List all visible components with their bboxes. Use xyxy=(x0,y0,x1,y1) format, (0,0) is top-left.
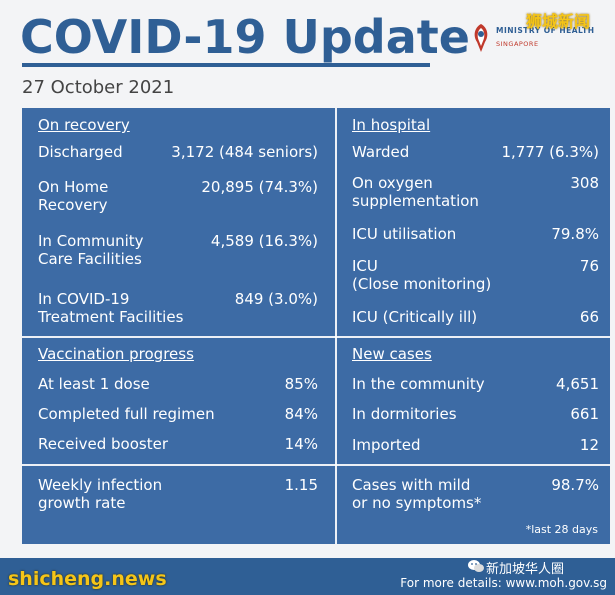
new-cases-label-dormitories: In dormitories xyxy=(352,405,457,423)
section-divider-1 xyxy=(22,336,610,338)
growth-value: 1.15 xyxy=(284,476,318,494)
stats-panel: On recovery Discharged 3,172 (484 senior… xyxy=(22,108,610,544)
footer-details: For more details: www.moh.gov.sg xyxy=(400,576,607,590)
vaccination-label-one-dose: At least 1 dose xyxy=(38,375,150,393)
vaccination-label-full: Completed full regimen xyxy=(38,405,215,423)
hospital-label-oxygen: On oxygen supplementation xyxy=(352,174,479,210)
new-cases-value-imported: 12 xyxy=(579,436,599,454)
recovery-value-treatment: 849 (3.0%) xyxy=(234,290,318,308)
vaccination-heading: Vaccination progress xyxy=(38,345,194,363)
column-divider xyxy=(335,108,337,544)
growth-label: Weekly infection growth rate xyxy=(38,476,163,512)
title-underline xyxy=(22,63,430,67)
account-watermark: 新加坡华人圈 xyxy=(486,562,565,577)
hospital-label-warded: Warded xyxy=(352,143,410,161)
hospital-label-icu-critical: ICU (Critically ill) xyxy=(352,308,478,326)
new-cases-section: New cases In the community 4,651 In dorm… xyxy=(351,338,599,463)
hospital-value-warded: 1,777 (6.3%) xyxy=(501,143,599,161)
vaccination-value-booster: 14% xyxy=(284,435,318,453)
corner-watermark: 狮城新闻 xyxy=(526,12,591,31)
new-cases-label-community: In the community xyxy=(352,375,485,393)
footnote: *last 28 days xyxy=(525,523,598,536)
recovery-section: On recovery Discharged 3,172 (484 senior… xyxy=(36,108,318,338)
footer-bar xyxy=(0,558,615,595)
recovery-value-community: 4,589 (16.3%) xyxy=(210,232,318,250)
vaccination-value-full: 84% xyxy=(284,405,318,423)
recovery-heading: On recovery xyxy=(38,116,130,134)
mild-value: 98.7% xyxy=(551,476,599,494)
hospital-value-icu-critical: 66 xyxy=(579,308,599,326)
hospital-heading: In hospital xyxy=(352,116,431,134)
vaccination-label-booster: Received booster xyxy=(38,435,168,453)
recovery-label-community: In Community Care Facilities xyxy=(38,232,144,268)
mild-section: Cases with mild or no symptoms* 98.7% xyxy=(351,466,599,544)
new-cases-label-imported: Imported xyxy=(352,436,421,454)
hospital-value-icu-close: 76 xyxy=(579,257,599,275)
update-date: 27 October 2021 xyxy=(22,77,175,98)
hospital-section: In hospital Warded 1,777 (6.3%) On oxyge… xyxy=(351,108,599,338)
new-cases-value-community: 4,651 xyxy=(556,375,599,393)
recovery-value-discharged: 3,172 (484 seniors) xyxy=(171,143,318,161)
recovery-label-treatment: In COVID-19 Treatment Facilities xyxy=(38,290,184,326)
mild-label: Cases with mild or no symptoms* xyxy=(352,476,482,512)
moh-country: SINGAPORE xyxy=(496,40,539,48)
new-cases-heading: New cases xyxy=(352,345,432,363)
recovery-value-home: 20,895 (74.3%) xyxy=(201,178,318,196)
moh-name: MINISTRY OF HEALTH xyxy=(496,26,595,35)
hospital-value-oxygen: 308 xyxy=(570,174,599,192)
page-title: COVID-19 Update xyxy=(20,10,470,64)
section-divider-2 xyxy=(22,464,610,466)
growth-section: Weekly infection growth rate 1.15 xyxy=(36,466,318,544)
hospital-value-icu-utilisation: 79.8% xyxy=(551,225,599,243)
recovery-label-discharged: Discharged xyxy=(38,143,123,161)
vaccination-value-one-dose: 85% xyxy=(284,375,318,393)
wechat-icon xyxy=(468,560,484,572)
moh-logo-icon xyxy=(474,24,488,52)
new-cases-value-dormitories: 661 xyxy=(570,405,599,423)
hospital-label-icu-utilisation: ICU utilisation xyxy=(352,225,457,243)
vaccination-section: Vaccination progress At least 1 dose 85%… xyxy=(36,338,318,463)
recovery-label-home: On Home Recovery xyxy=(38,178,109,214)
hospital-label-icu-close: ICU (Close monitoring) xyxy=(352,257,492,293)
site-watermark: shicheng.news xyxy=(8,568,167,590)
